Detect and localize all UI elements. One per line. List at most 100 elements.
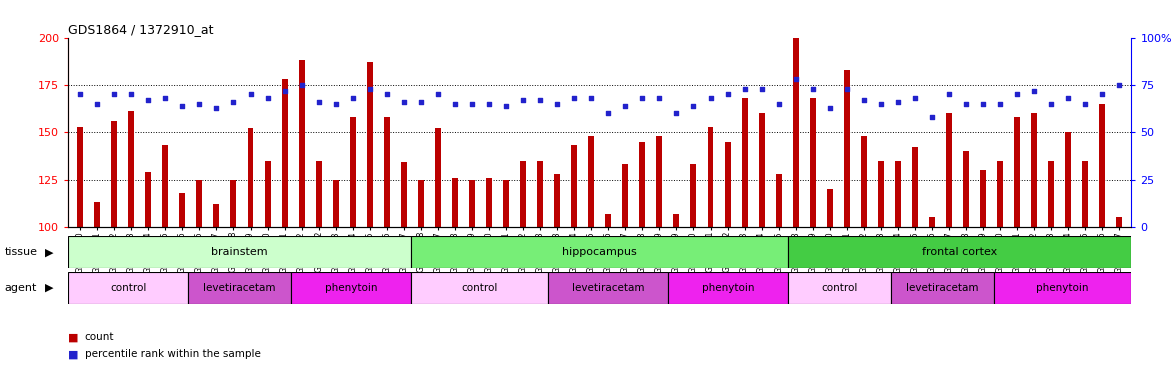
Bar — [146, 172, 152, 227]
Bar — [78, 126, 83, 227]
Point — [275, 87, 294, 93]
Point — [139, 97, 158, 103]
Point — [769, 101, 788, 107]
Bar — [1116, 217, 1122, 227]
Bar — [548, 272, 668, 304]
Text: frontal cortex: frontal cortex — [922, 247, 997, 257]
Point — [633, 95, 652, 101]
Text: levetiracetam: levetiracetam — [203, 283, 276, 293]
Point — [753, 86, 771, 92]
Bar — [742, 98, 748, 227]
Text: control: control — [111, 283, 146, 293]
Point — [906, 95, 924, 101]
Text: phenytoin: phenytoin — [702, 283, 755, 293]
Point — [1076, 101, 1095, 107]
Point — [1024, 87, 1043, 93]
Point — [582, 95, 601, 101]
Text: ■: ■ — [68, 333, 79, 342]
Point — [225, 99, 243, 105]
Bar — [878, 160, 884, 227]
Bar — [486, 178, 492, 227]
Bar — [891, 272, 994, 304]
Point — [564, 95, 583, 101]
Bar — [265, 160, 270, 227]
Bar — [788, 272, 891, 304]
Point — [889, 99, 908, 105]
Bar — [674, 214, 680, 227]
Text: brainstem: brainstem — [212, 247, 268, 257]
Bar — [435, 128, 441, 227]
Point — [1110, 82, 1129, 88]
Bar — [230, 180, 236, 227]
Point — [1058, 95, 1077, 101]
Point — [480, 101, 499, 107]
Text: tissue: tissue — [5, 247, 38, 257]
Point — [821, 105, 840, 111]
Text: ▶: ▶ — [45, 283, 53, 293]
Point — [292, 82, 310, 88]
Point — [787, 76, 806, 82]
Text: phenytoin: phenytoin — [1036, 283, 1089, 293]
Text: phenytoin: phenytoin — [325, 283, 377, 293]
Bar — [622, 164, 628, 227]
Text: control: control — [461, 283, 497, 293]
Point — [71, 92, 89, 98]
Point — [156, 95, 175, 101]
Point — [922, 114, 941, 120]
Point — [496, 103, 515, 109]
Bar — [520, 160, 526, 227]
Point — [412, 99, 430, 105]
Bar — [417, 180, 423, 227]
Point — [258, 95, 276, 101]
Text: hippocampus: hippocampus — [562, 247, 637, 257]
Text: GDS1864 / 1372910_at: GDS1864 / 1372910_at — [68, 23, 214, 36]
Bar — [1031, 113, 1037, 227]
Bar — [929, 217, 935, 227]
Bar — [188, 272, 292, 304]
Point — [462, 101, 481, 107]
Bar — [861, 136, 867, 227]
Bar — [281, 79, 288, 227]
Bar — [668, 272, 788, 304]
Point — [122, 92, 141, 98]
Bar — [844, 70, 850, 227]
Point — [514, 97, 533, 103]
Point — [837, 86, 856, 92]
Text: control: control — [822, 283, 858, 293]
Bar — [946, 113, 953, 227]
Point — [956, 101, 975, 107]
Bar — [640, 142, 646, 227]
Point — [207, 105, 226, 111]
Bar — [412, 272, 548, 304]
Point — [855, 97, 874, 103]
Bar — [1048, 160, 1054, 227]
Bar — [214, 204, 220, 227]
Point — [530, 97, 549, 103]
Bar — [452, 178, 457, 227]
Bar — [94, 202, 100, 227]
Bar — [333, 180, 339, 227]
Bar — [68, 236, 412, 268]
Bar — [895, 160, 901, 227]
Point — [377, 92, 396, 98]
Bar — [554, 174, 560, 227]
Bar — [196, 180, 202, 227]
Point — [701, 95, 720, 101]
Point — [616, 103, 635, 109]
Point — [191, 101, 209, 107]
Bar — [299, 60, 305, 227]
Point — [719, 92, 737, 98]
Point — [326, 101, 345, 107]
Bar — [1100, 104, 1105, 227]
Bar — [180, 193, 186, 227]
Text: count: count — [85, 333, 114, 342]
Point — [735, 86, 754, 92]
Bar — [247, 128, 254, 227]
Bar — [793, 22, 799, 227]
Point — [241, 92, 260, 98]
Bar — [349, 117, 355, 227]
Point — [173, 103, 192, 109]
Bar — [162, 146, 168, 227]
Point — [974, 101, 993, 107]
Point — [1042, 101, 1061, 107]
